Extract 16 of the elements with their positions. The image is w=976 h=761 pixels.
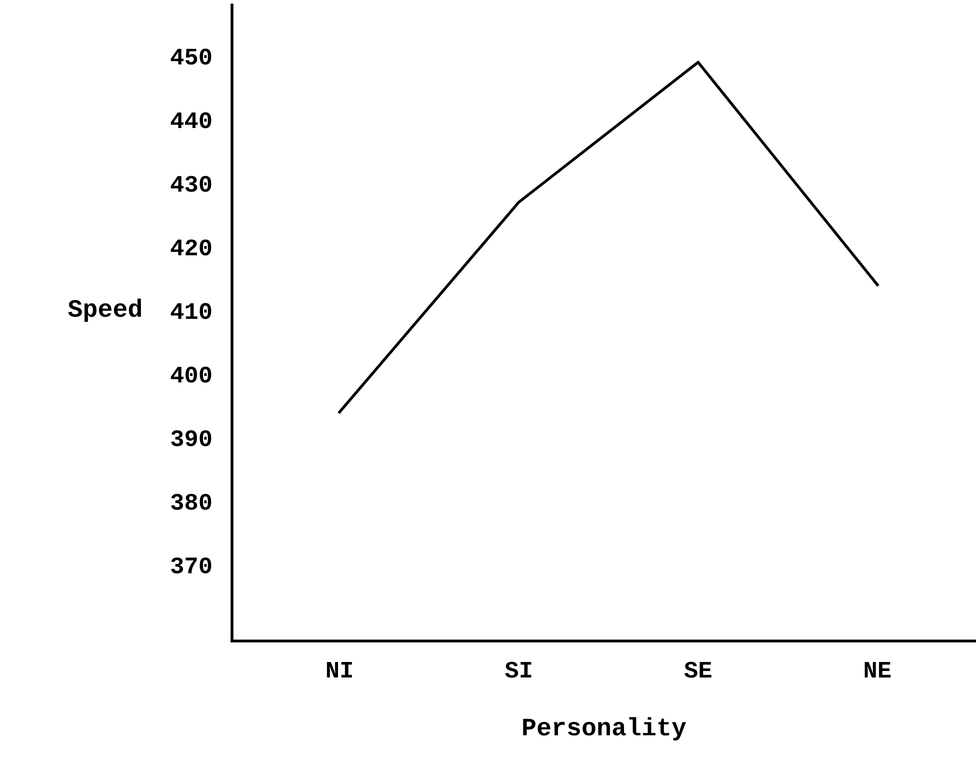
y-tick-label: 440: [170, 112, 212, 128]
x-axis-title: Personality: [523, 717, 686, 740]
y-tick-label: 370: [171, 557, 212, 574]
y-tick-label: 420: [170, 239, 212, 256]
x-tick-label: SI: [505, 662, 532, 678]
y-tick-label: 450: [170, 48, 212, 65]
x-tick-label: SE: [684, 662, 712, 678]
line-series: [338, 60, 879, 414]
x-tick-label: NE: [864, 662, 891, 678]
y-tick-label: 400: [170, 366, 212, 383]
y-tick-label: 390: [171, 430, 212, 446]
y-tick-label: 380: [171, 494, 212, 510]
y-tick-label: 430: [170, 176, 212, 192]
y-axis-title: Speed: [68, 298, 142, 322]
x-tick-label: NI: [326, 662, 352, 678]
y-tick-label: 410: [170, 303, 212, 320]
